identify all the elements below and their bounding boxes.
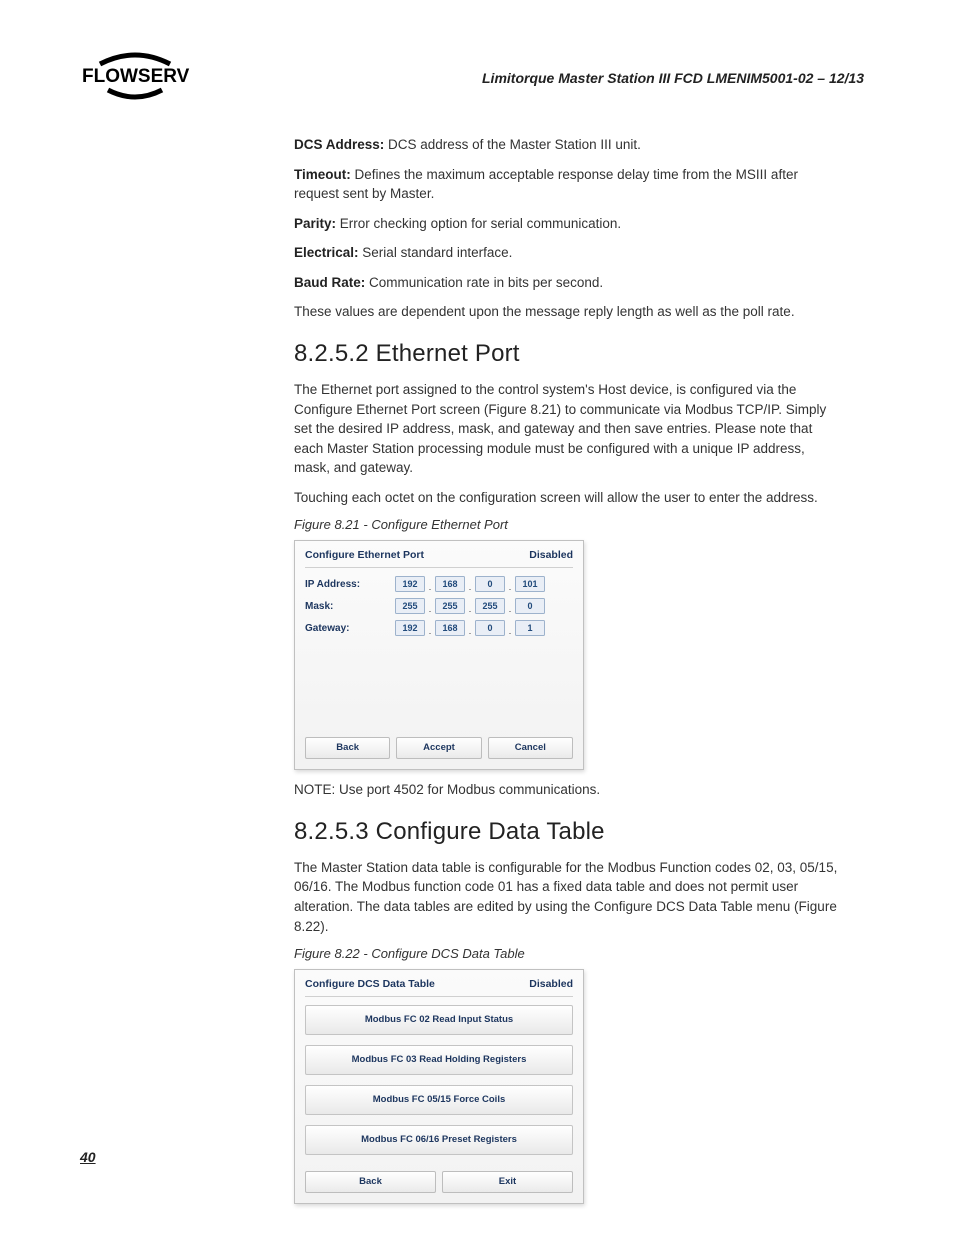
dot-separator: . — [425, 604, 435, 614]
panel-status: Disabled — [529, 549, 573, 561]
back-button[interactable]: Back — [305, 1171, 436, 1193]
def-label: Baud Rate: — [294, 275, 365, 290]
cancel-button[interactable]: Cancel — [488, 737, 573, 759]
ip-octet[interactable]: 192 — [395, 576, 425, 592]
def-text: Error checking option for serial communi… — [336, 216, 621, 231]
def-dcs-address: DCS Address: DCS address of the Master S… — [294, 135, 839, 155]
ip-octet[interactable]: 0 — [475, 576, 505, 592]
main-content: DCS Address: DCS address of the Master S… — [294, 135, 839, 1204]
def-timeout: Timeout: Defines the maximum acceptable … — [294, 165, 839, 204]
heading-configure-data-table: 8.2.5.3 Configure Data Table — [294, 818, 839, 846]
doc-header: Limitorque Master Station III FCD LMENIM… — [482, 70, 864, 86]
para-ethernet-1: The Ethernet port assigned to the contro… — [294, 380, 839, 478]
dot-separator: . — [505, 582, 515, 592]
modbus-fc0616-button[interactable]: Modbus FC 06/16 Preset Registers — [305, 1125, 573, 1155]
configure-dcs-panel: Configure DCS Data Table Disabled Modbus… — [294, 969, 584, 1204]
panel-title: Configure DCS Data Table — [305, 978, 435, 990]
def-text: Defines the maximum acceptable response … — [294, 167, 798, 202]
def-parity: Parity: Error checking option for serial… — [294, 214, 839, 234]
def-text: Communication rate in bits per second. — [365, 275, 603, 290]
modbus-fc0515-button[interactable]: Modbus FC 05/15 Force Coils — [305, 1085, 573, 1115]
def-text: DCS address of the Master Station III un… — [384, 137, 641, 152]
brand-logo: FLOWSERVE — [80, 50, 190, 107]
def-baud-rate: Baud Rate: Communication rate in bits pe… — [294, 273, 839, 293]
def-text: Serial standard interface. — [359, 245, 513, 260]
brand-name: FLOWSERVE — [82, 66, 190, 87]
dot-separator: . — [465, 604, 475, 614]
heading-ethernet-port: 8.2.5.2 Ethernet Port — [294, 340, 839, 368]
panel-status: Disabled — [529, 978, 573, 990]
ip-address-row: IP Address: 192. 168. 0. 101 — [305, 576, 573, 592]
para-ethernet-2: Touching each octet on the configuration… — [294, 488, 839, 508]
dot-separator: . — [465, 582, 475, 592]
mask-octet[interactable]: 0 — [515, 598, 545, 614]
mask-row: Mask: 255. 255. 255. 0 — [305, 598, 573, 614]
back-button[interactable]: Back — [305, 737, 390, 759]
accept-button[interactable]: Accept — [396, 737, 481, 759]
gateway-row: Gateway: 192. 168. 0. 1 — [305, 620, 573, 636]
ip-octet[interactable]: 168 — [435, 576, 465, 592]
gateway-octet[interactable]: 0 — [475, 620, 505, 636]
modbus-fc02-button[interactable]: Modbus FC 02 Read Input Status — [305, 1005, 573, 1035]
dot-separator: . — [425, 582, 435, 592]
dot-separator: . — [425, 626, 435, 636]
def-electrical: Electrical: Serial standard interface. — [294, 243, 839, 263]
gateway-octet[interactable]: 168 — [435, 620, 465, 636]
gateway-label: Gateway: — [305, 623, 395, 634]
ip-address-label: IP Address: — [305, 579, 395, 590]
def-label: Electrical: — [294, 245, 359, 260]
page-number: 40 — [80, 1149, 96, 1165]
dot-separator: . — [505, 626, 515, 636]
mask-label: Mask: — [305, 601, 395, 612]
def-label: Parity: — [294, 216, 336, 231]
exit-button[interactable]: Exit — [442, 1171, 573, 1193]
note-poll-rate: These values are dependent upon the mess… — [294, 302, 839, 322]
def-label: DCS Address: — [294, 137, 384, 152]
mask-octet[interactable]: 255 — [435, 598, 465, 614]
gateway-octet[interactable]: 192 — [395, 620, 425, 636]
dot-separator: . — [505, 604, 515, 614]
configure-ethernet-panel: Configure Ethernet Port Disabled IP Addr… — [294, 540, 584, 770]
dot-separator: . — [465, 626, 475, 636]
fig-caption-822: Figure 8.22 - Configure DCS Data Table — [294, 946, 839, 961]
ip-octet[interactable]: 101 — [515, 576, 545, 592]
modbus-fc03-button[interactable]: Modbus FC 03 Read Holding Registers — [305, 1045, 573, 1075]
mask-octet[interactable]: 255 — [395, 598, 425, 614]
para-data-table: The Master Station data table is configu… — [294, 858, 839, 936]
mask-octet[interactable]: 255 — [475, 598, 505, 614]
panel-title: Configure Ethernet Port — [305, 549, 424, 561]
fig-caption-821: Figure 8.21 - Configure Ethernet Port — [294, 517, 839, 532]
gateway-octet[interactable]: 1 — [515, 620, 545, 636]
def-label: Timeout: — [294, 167, 351, 182]
note-port-4502: NOTE: Use port 4502 for Modbus communica… — [294, 780, 839, 800]
